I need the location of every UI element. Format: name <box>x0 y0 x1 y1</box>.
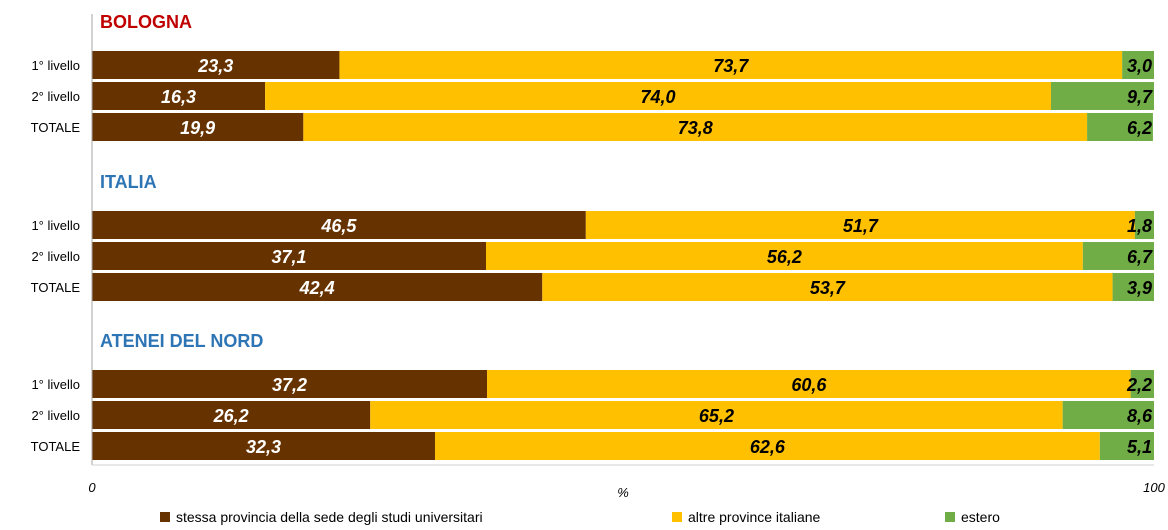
data-label: 5,1 <box>1127 437 1152 457</box>
data-label: 19,9 <box>180 118 215 138</box>
data-label: 6,7 <box>1127 247 1153 267</box>
row-label: 1° livello <box>31 58 80 73</box>
row-label: TOTALE <box>31 439 81 454</box>
data-label: 53,7 <box>810 278 846 298</box>
data-label: 23,3 <box>197 56 233 76</box>
row-label: TOTALE <box>31 280 81 295</box>
data-label: 37,2 <box>272 375 307 395</box>
data-label: 37,1 <box>271 247 306 267</box>
bar-segment-estero <box>1082 242 1154 270</box>
bar-segment-altre-province <box>339 51 1123 79</box>
bar-segment-stessa-provincia <box>92 432 436 460</box>
row-label: 2° livello <box>31 408 80 423</box>
bar-segment-altre-province <box>486 242 1083 270</box>
row-label: TOTALE <box>31 120 81 135</box>
legend-label-stessa-provincia: stessa provincia della sede degli studi … <box>176 509 483 525</box>
data-label: 1,8 <box>1127 216 1152 236</box>
bar-segment-altre-province <box>585 211 1135 239</box>
bar-segment-estero <box>1099 432 1154 460</box>
bar-segment-altre-province <box>265 82 1051 110</box>
data-label: 42,4 <box>299 278 335 298</box>
data-label: 62,6 <box>750 437 786 457</box>
bar-segment-estero <box>1134 211 1154 239</box>
data-label: 32,3 <box>246 437 281 457</box>
legend-swatch-stessa-provincia <box>160 512 170 522</box>
data-label: 16,3 <box>161 87 196 107</box>
data-label: 73,8 <box>678 118 713 138</box>
bar-segment-stessa-provincia <box>92 370 488 398</box>
bar-segment-altre-province <box>542 273 1113 301</box>
data-label: 74,0 <box>641 87 676 107</box>
bar-segment-altre-province <box>487 370 1131 398</box>
data-label: 9,7 <box>1127 87 1153 107</box>
data-label: 56,2 <box>767 247 802 267</box>
data-label: 2,2 <box>1126 375 1152 395</box>
row-label: 1° livello <box>31 377 80 392</box>
data-label: 46,5 <box>320 216 357 236</box>
row-label: 2° livello <box>31 249 80 264</box>
bar-segment-stessa-provincia <box>92 51 340 79</box>
data-label: 26,2 <box>213 406 249 426</box>
legend: stessa provincia della sede degli studi … <box>160 509 1000 525</box>
legend-swatch-altre-province <box>672 512 682 522</box>
bar-segment-stessa-provincia <box>92 211 586 239</box>
data-label: 8,6 <box>1127 406 1153 426</box>
bar-segment-altre-province <box>303 113 1088 141</box>
data-label: 3,0 <box>1127 56 1152 76</box>
bar-segment-altre-province <box>370 401 1063 429</box>
legend-label-altre-province: altre province italiane <box>688 509 821 525</box>
bar-segment-stessa-provincia <box>92 113 304 141</box>
group-title-italia: ITALIA <box>100 172 157 192</box>
data-label: 6,2 <box>1127 118 1152 138</box>
x-axis-label: % <box>617 485 629 500</box>
x-tick-label-max: 100 <box>1143 480 1165 495</box>
data-label: 60,6 <box>791 375 827 395</box>
bar-segment-stessa-provincia <box>92 82 266 110</box>
bar-segment-stessa-provincia <box>92 242 487 270</box>
data-label: 3,9 <box>1127 278 1152 298</box>
bar-segment-estero <box>1062 401 1154 429</box>
bar-segment-estero <box>1122 51 1154 79</box>
bar-segment-altre-province <box>435 432 1100 460</box>
data-label: 65,2 <box>699 406 734 426</box>
bar-segment-estero <box>1112 273 1154 301</box>
row-label: 2° livello <box>31 89 80 104</box>
bar-segment-estero <box>1130 370 1154 398</box>
group-title-bologna: BOLOGNA <box>100 12 192 32</box>
legend-label-estero: estero <box>961 509 1000 525</box>
group-title-atenei-del-nord: ATENEI DEL NORD <box>100 331 263 351</box>
bar-segment-stessa-provincia <box>92 273 543 301</box>
bar-segment-estero <box>1050 82 1154 110</box>
x-tick-label-min: 0 <box>88 480 96 495</box>
bar-segment-stessa-provincia <box>92 401 371 429</box>
data-label: 73,7 <box>713 56 749 76</box>
row-label: 1° livello <box>31 218 80 233</box>
data-label: 51,7 <box>843 216 879 236</box>
plot-area: BOLOGNA 1° livello 23,3 73,7 3,0 2° livello 16… <box>31 12 1154 460</box>
legend-swatch-estero <box>945 512 955 522</box>
bar-segment-estero <box>1087 113 1153 141</box>
